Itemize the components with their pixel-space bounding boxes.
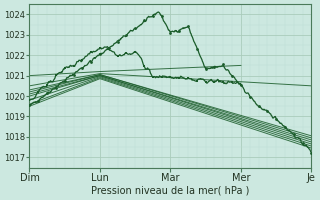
X-axis label: Pression niveau de la mer( hPa ): Pression niveau de la mer( hPa ) [91, 186, 250, 196]
